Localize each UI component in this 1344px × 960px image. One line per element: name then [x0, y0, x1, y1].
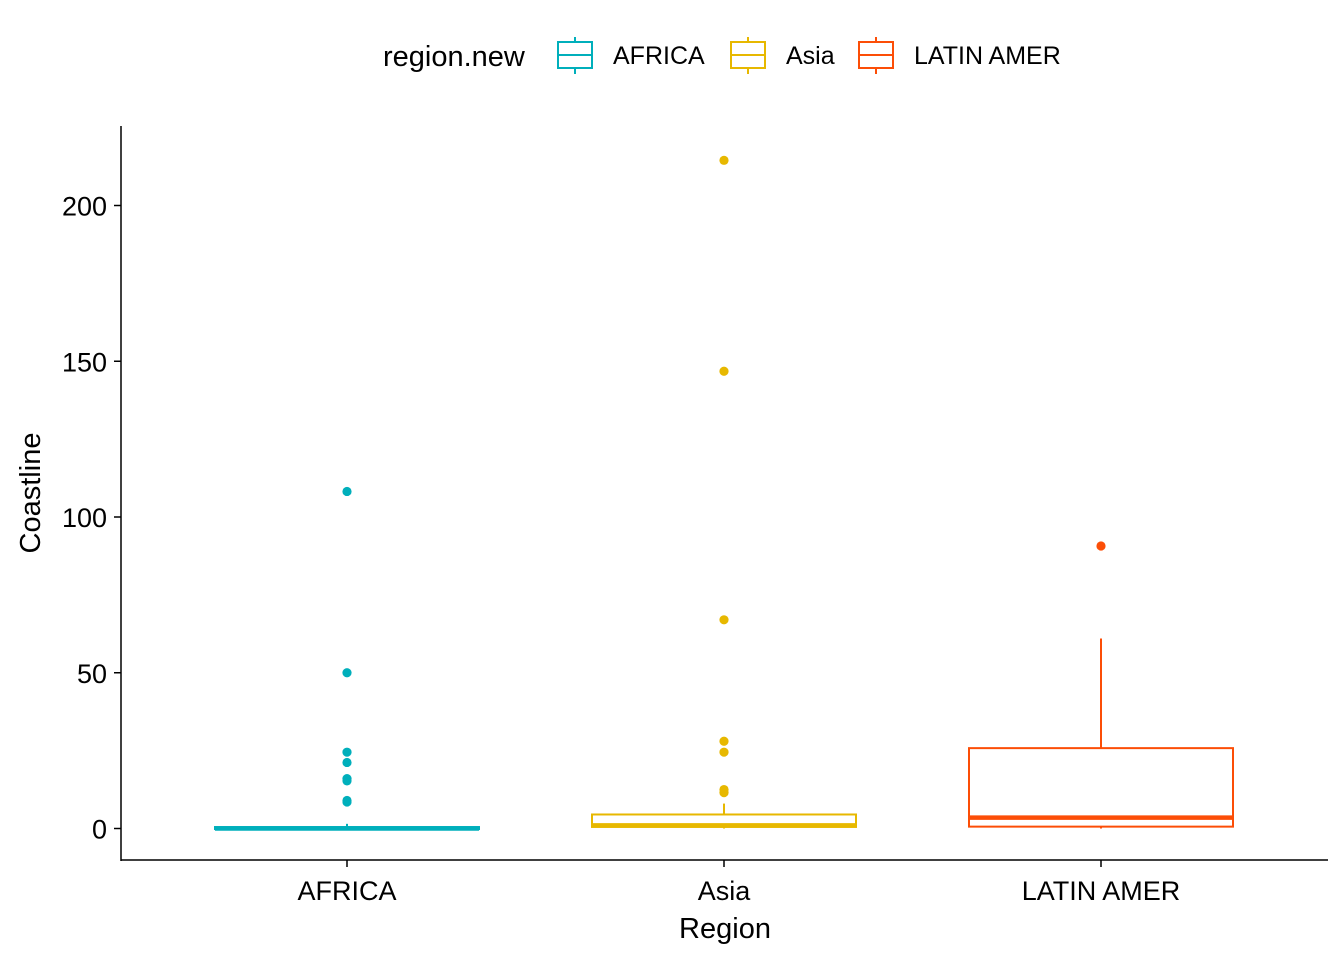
legend-key: [557, 37, 593, 74]
y-axis-title: Coastline: [15, 433, 47, 554]
legend: region.new AFRICA Asia LATIN AMER: [383, 37, 1061, 74]
outlier-point: [1096, 541, 1106, 551]
legend-title: region.new: [383, 41, 526, 73]
outlier-point: [342, 747, 352, 757]
outlier-point: [719, 155, 729, 165]
legend-entry-africa: AFRICA: [557, 37, 705, 74]
y-tick-label: 150: [62, 347, 107, 377]
outlier-point: [719, 615, 729, 625]
y-ticks: 0 50 100 150 200: [62, 192, 121, 845]
x-tick-label: Asia: [698, 876, 752, 906]
box-africa: [214, 486, 480, 831]
legend-entry-latin-amer: LATIN AMER: [858, 37, 1061, 74]
outlier-point: [719, 736, 729, 746]
legend-label: AFRICA: [613, 42, 705, 70]
outlier-point: [342, 486, 352, 497]
outlier-point: [719, 788, 729, 798]
legend-key: [730, 37, 766, 74]
legend-label: Asia: [786, 42, 835, 70]
x-tick-label: AFRICA: [297, 876, 396, 906]
outlier-point: [719, 366, 729, 376]
box-asia: [591, 155, 857, 829]
y-tick-label: 50: [77, 659, 107, 689]
outlier-point: [342, 757, 352, 768]
x-tick-label: LATIN AMER: [1022, 876, 1181, 906]
outlier-point: [342, 797, 352, 807]
outlier-point: [342, 668, 352, 678]
y-tick-label: 200: [62, 192, 107, 222]
outlier-point: [719, 747, 729, 757]
x-ticks: AFRICA Asia LATIN AMER: [297, 860, 1180, 906]
y-tick-label: 100: [62, 503, 107, 533]
legend-label: LATIN AMER: [914, 42, 1061, 70]
boxes: [214, 155, 1234, 831]
legend-key: [858, 37, 894, 74]
x-axis-title: Region: [679, 913, 771, 945]
legend-entry-asia: Asia: [730, 37, 835, 74]
box-iqr: [968, 747, 1234, 828]
outlier-point: [342, 776, 352, 786]
box-latin-amer: [968, 541, 1234, 829]
y-tick-label: 0: [92, 815, 107, 845]
